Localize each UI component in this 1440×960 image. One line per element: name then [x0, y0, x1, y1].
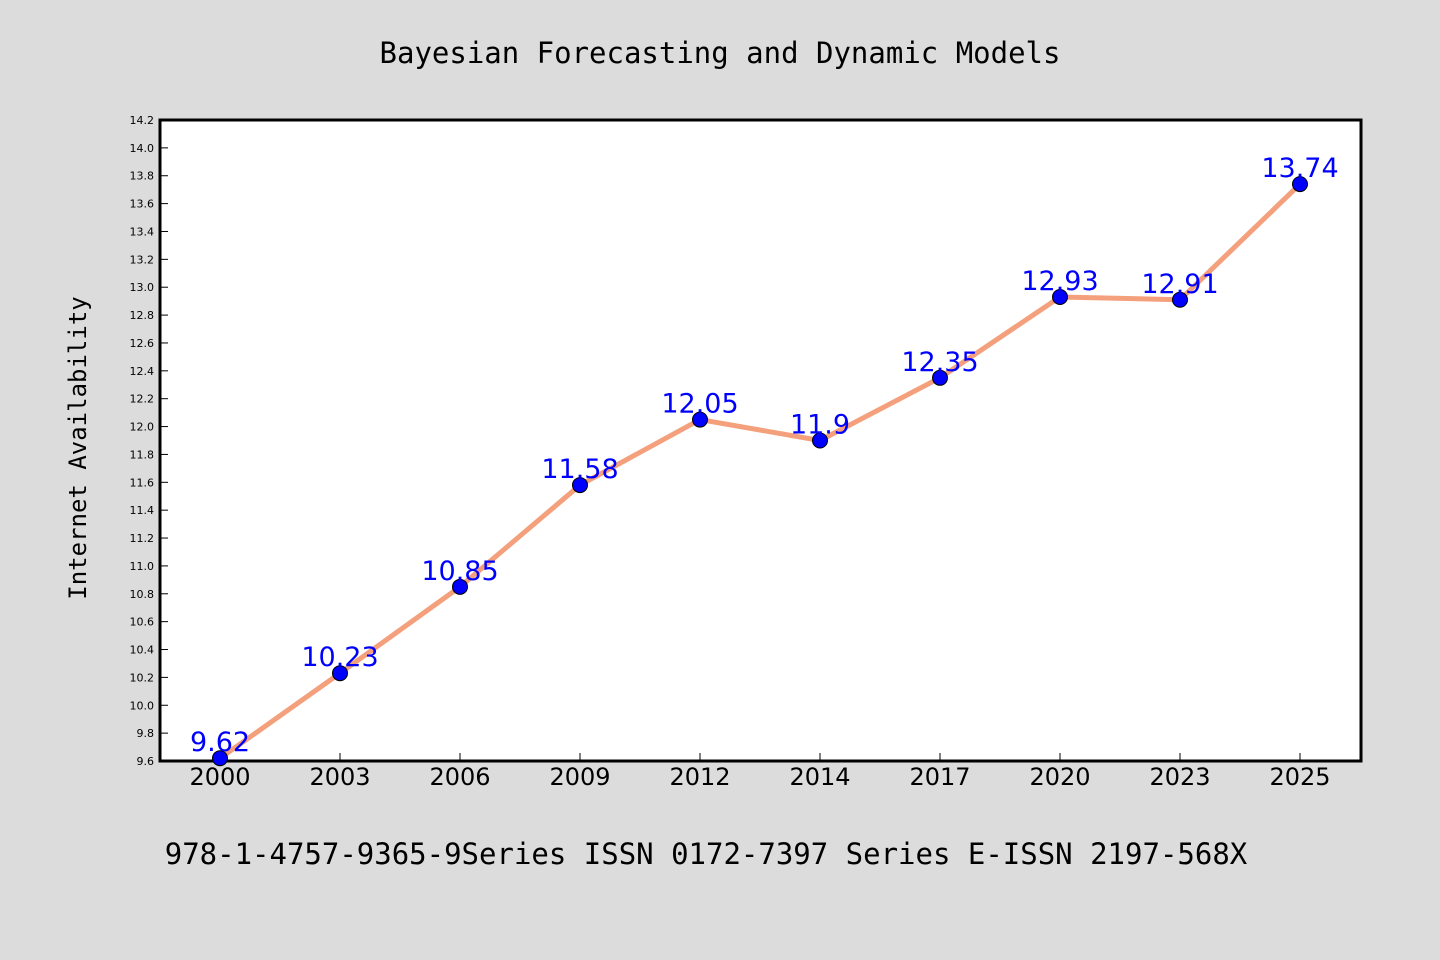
y-tick-label: 10.2 — [130, 671, 155, 684]
y-tick-label: 10.8 — [130, 588, 155, 601]
y-tick-label: 12.6 — [130, 337, 155, 350]
series-line — [218, 182, 1302, 761]
footer-text: 978-1-4757-9365-9Series ISSN 0172-7397 S… — [165, 837, 1248, 871]
y-tick-label: 12.0 — [130, 421, 155, 434]
y-tick-label: 12.4 — [130, 365, 155, 378]
data-point — [1292, 176, 1308, 193]
x-tick-label: 2009 — [549, 763, 610, 791]
data-point — [332, 665, 348, 682]
y-tick-label: 9.8 — [137, 727, 155, 740]
x-tick-label: 2017 — [909, 763, 970, 791]
data-label: 10.23 — [301, 642, 378, 673]
plot-area — [158, 118, 1363, 763]
y-tick-label: 10.0 — [130, 699, 155, 712]
data-label: 12.91 — [1141, 269, 1218, 300]
y-tick-label: 10.4 — [130, 644, 155, 657]
y-tick-label: 13.2 — [130, 253, 155, 266]
data-point — [1052, 288, 1068, 305]
x-tick-label: 2025 — [1269, 763, 1330, 791]
y-axis-ticks: 9.6 9.8 10.0 10.2 10.4 10.6 10.8 11.0 11.2 11.4 11… — [130, 114, 168, 768]
y-tick-label: 13.0 — [130, 281, 155, 294]
data-point — [212, 750, 228, 767]
data-label: 12.05 — [661, 389, 738, 420]
y-tick-label: 11.6 — [130, 476, 155, 489]
data-point — [932, 369, 948, 386]
data-label: 11.9 — [790, 410, 850, 441]
data-label: 12.93 — [1021, 266, 1098, 297]
x-tick-label: 2006 — [429, 763, 490, 791]
x-tick-label: 2020 — [1029, 763, 1090, 791]
data-point — [692, 411, 708, 428]
data-label: 11.58 — [541, 454, 618, 485]
x-tick-label: 2000 — [189, 763, 250, 791]
x-tick-label: 2003 — [309, 763, 370, 791]
data-label: 13.74 — [1261, 153, 1338, 184]
y-tick-label: 11.8 — [130, 448, 155, 461]
data-label: 9.62 — [190, 727, 250, 758]
y-tick-label: 13.4 — [130, 225, 155, 238]
data-point — [452, 578, 468, 595]
y-tick-label: 11.2 — [130, 532, 155, 545]
y-tick-label: 9.6 — [137, 755, 155, 768]
y-tick-label: 13.8 — [130, 170, 155, 183]
x-axis-ticks: 2000 2003 2006 2009 2012 2014 2017 2020 2023 2025 — [189, 753, 1331, 791]
x-tick-label: 2012 — [669, 763, 730, 791]
y-tick-label: 11.0 — [130, 560, 155, 573]
x-tick-label: 2023 — [1149, 763, 1210, 791]
y-tick-label: 10.6 — [130, 616, 155, 629]
y-tick-label: 12.8 — [130, 309, 155, 322]
chart-title: Bayesian Forecasting and Dynamic Models — [380, 36, 1061, 70]
x-tick-label: 2014 — [789, 763, 850, 791]
y-tick-label: 14.2 — [130, 114, 155, 127]
data-label: 12.35 — [901, 347, 978, 378]
data-point — [572, 477, 588, 494]
y-tick-label: 13.6 — [130, 198, 155, 211]
y-tick-label: 14.0 — [130, 142, 155, 155]
y-tick-label: 12.2 — [130, 393, 155, 406]
data-point — [1172, 291, 1188, 308]
y-tick-label: 11.4 — [130, 504, 155, 517]
data-label: 10.85 — [421, 556, 498, 587]
series-layer: 9.62 10.23 10.85 11.58 12.05 11.9 12.35 12.93 12… — [190, 153, 1339, 767]
y-axis-label: Internet Availability — [64, 296, 92, 599]
data-point — [812, 432, 828, 449]
